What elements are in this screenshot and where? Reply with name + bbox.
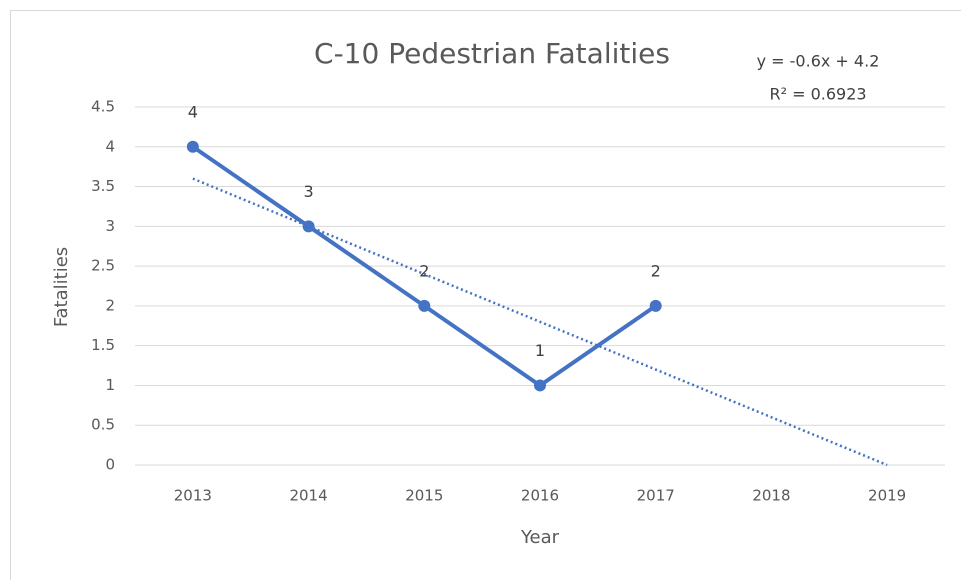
y-tick-label: 2 — [105, 296, 115, 314]
x-tick-label: 2015 — [405, 487, 443, 505]
y-tick-label: 0.5 — [91, 416, 115, 434]
x-tick-label: 2014 — [289, 487, 327, 505]
y-tick-label: 4 — [105, 137, 115, 155]
x-tick-label: 2013 — [174, 487, 212, 505]
data-label: 2 — [419, 261, 429, 280]
x-tick-label: 2017 — [637, 487, 675, 505]
x-tick-label: 2018 — [752, 487, 790, 505]
y-axis-label: Fatalities — [51, 247, 72, 327]
y-tick-label: 1.5 — [91, 336, 115, 354]
data-point — [650, 300, 662, 312]
data-point — [303, 220, 315, 232]
data-label: 2 — [651, 261, 661, 280]
trend-r-squared: R² = 0.6923 — [769, 85, 866, 104]
y-tick-label: 3.5 — [91, 177, 115, 195]
data-point — [534, 379, 546, 391]
x-tick-label: 2019 — [868, 487, 906, 505]
data-point — [187, 141, 199, 153]
data-label: 4 — [188, 102, 198, 121]
y-tick-label: 1 — [105, 376, 115, 394]
data-label: 3 — [303, 182, 313, 201]
x-axis-label: Year — [520, 527, 560, 548]
y-tick-label: 2.5 — [91, 257, 115, 275]
chart-title: C-10 Pedestrian Fatalities — [314, 37, 670, 70]
y-tick-label: 3 — [105, 217, 115, 235]
trend-equation: y = -0.6x + 4.2 — [757, 52, 880, 71]
data-point — [418, 300, 430, 312]
y-tick-label: 0 — [105, 456, 115, 474]
y-tick-label: 4.5 — [91, 98, 115, 116]
data-label: 1 — [535, 341, 545, 360]
x-tick-label: 2016 — [521, 487, 559, 505]
